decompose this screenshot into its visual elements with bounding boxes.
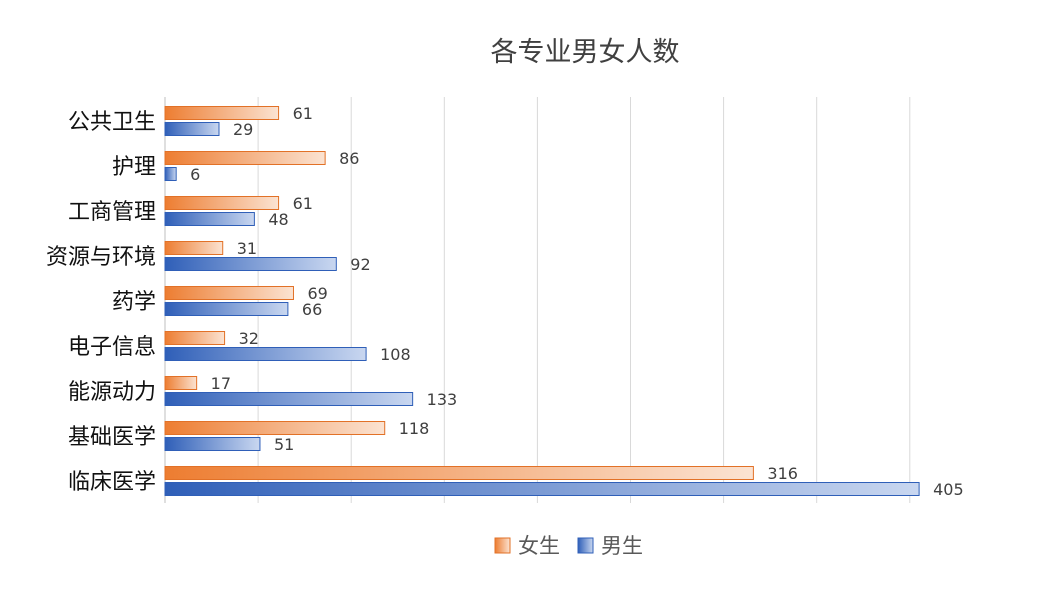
data-label-female: 32: [239, 329, 259, 348]
bar-female: [164, 466, 754, 480]
bar-male: [164, 212, 255, 226]
data-label-male: 66: [302, 300, 322, 319]
data-label-male: 48: [268, 210, 288, 229]
data-label-male: 92: [350, 255, 370, 274]
bar-male: [164, 302, 289, 316]
bar-male: [164, 392, 414, 406]
category-label: 公共卫生: [68, 110, 156, 135]
data-label-female: 61: [293, 194, 313, 213]
data-label-female: 31: [237, 239, 257, 258]
category-label: 电子信息: [68, 335, 156, 360]
bar-female: [164, 376, 198, 390]
legend: 女生 男生: [494, 534, 643, 558]
category-label: 工商管理: [68, 200, 156, 225]
legend-swatch-female: [494, 537, 511, 554]
data-label-female: 69: [307, 284, 327, 303]
data-label-male: 133: [427, 390, 458, 409]
bar-female: [164, 241, 224, 255]
data-label-male: 6: [190, 165, 200, 184]
data-label-female: 17: [211, 374, 231, 393]
bars: [164, 106, 920, 496]
bar-female: [164, 286, 294, 300]
data-label-male: 51: [274, 435, 294, 454]
bar-female: [164, 196, 280, 210]
bar-female: [164, 151, 326, 165]
bar-male: [164, 167, 177, 181]
data-label-female: 61: [293, 104, 313, 123]
data-label-female: 86: [339, 149, 359, 168]
bar-male: [164, 122, 220, 136]
data-label-male: 405: [933, 480, 964, 499]
bar-female: [164, 331, 226, 345]
bar-male: [164, 482, 920, 496]
data-label-female: 316: [767, 464, 798, 483]
bar-male: [164, 437, 261, 451]
category-label: 资源与环境: [46, 245, 156, 270]
data-label-male: 108: [380, 345, 411, 364]
legend-swatch-male: [577, 537, 594, 554]
bar-male: [164, 257, 337, 271]
bar-male: [164, 347, 367, 361]
category-label: 药学: [112, 290, 156, 315]
category-label: 临床医学: [68, 470, 156, 495]
category-label: 能源动力: [68, 380, 156, 405]
chart-title: 各专业男女人数: [491, 37, 680, 68]
category-label: 基础医学: [68, 425, 156, 450]
legend-label-female: 女生: [518, 534, 560, 558]
data-label-female: 118: [399, 419, 430, 438]
data-label-male: 29: [233, 120, 253, 139]
category-label: 护理: [112, 155, 156, 180]
bar-female: [164, 421, 386, 435]
legend-label-male: 男生: [601, 534, 643, 558]
bar-female: [164, 106, 280, 120]
